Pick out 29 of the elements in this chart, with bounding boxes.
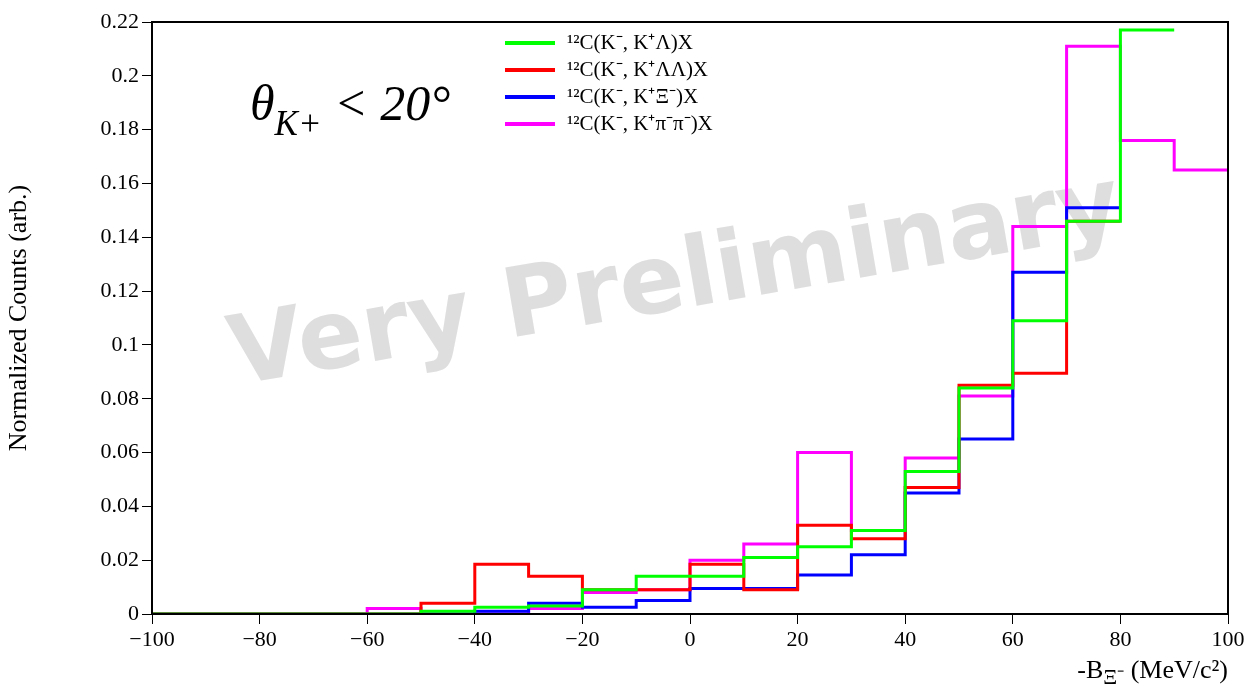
x-tick-label: 80	[1109, 625, 1132, 651]
legend-label: ¹²C(K⁻, K⁺Ξ⁻)X	[567, 83, 699, 108]
y-tick-label: 0.18	[100, 115, 139, 141]
x-tick-label: −100	[129, 625, 175, 651]
legend-label: ¹²C(K⁻, K⁺π⁻π⁻)X	[567, 110, 713, 135]
x-tick-label: 60	[1001, 625, 1024, 651]
y-tick-label: 0.2	[111, 61, 139, 87]
y-tick-label: 0.08	[100, 384, 139, 410]
y-tick-label: 0.06	[100, 438, 139, 464]
x-tick-label: −20	[565, 625, 600, 651]
y-tick-label: 0.04	[100, 492, 139, 518]
y-tick-label: 0.22	[100, 7, 139, 33]
y-tick-label: 0.16	[100, 169, 139, 195]
y-tick-label: 0	[128, 599, 139, 625]
legend-label: ¹²C(K⁻, K⁺Λ)X	[567, 29, 693, 54]
y-tick-label: 0.12	[100, 276, 139, 302]
x-tick-label: −40	[457, 625, 493, 651]
y-tick-label: 0.14	[100, 223, 139, 249]
x-tick-label: 20	[786, 625, 809, 651]
x-tick-label: −60	[349, 625, 385, 651]
y-tick-label: 0.1	[111, 330, 139, 356]
x-tick-label: 40	[894, 625, 917, 651]
y-tick-label: 0.02	[100, 545, 139, 571]
x-tick-label: 0	[684, 625, 696, 651]
legend-label: ¹²C(K⁻, K⁺ΛΛ)X	[567, 56, 709, 81]
x-tick-label: 100	[1211, 625, 1245, 651]
y-axis-title: Normalized Counts (arb.)	[3, 184, 33, 452]
x-axis-title: -B$_{Ξ⁻}$ (MeV/c²)	[1077, 655, 1228, 691]
x-tick-label: −80	[242, 625, 277, 651]
